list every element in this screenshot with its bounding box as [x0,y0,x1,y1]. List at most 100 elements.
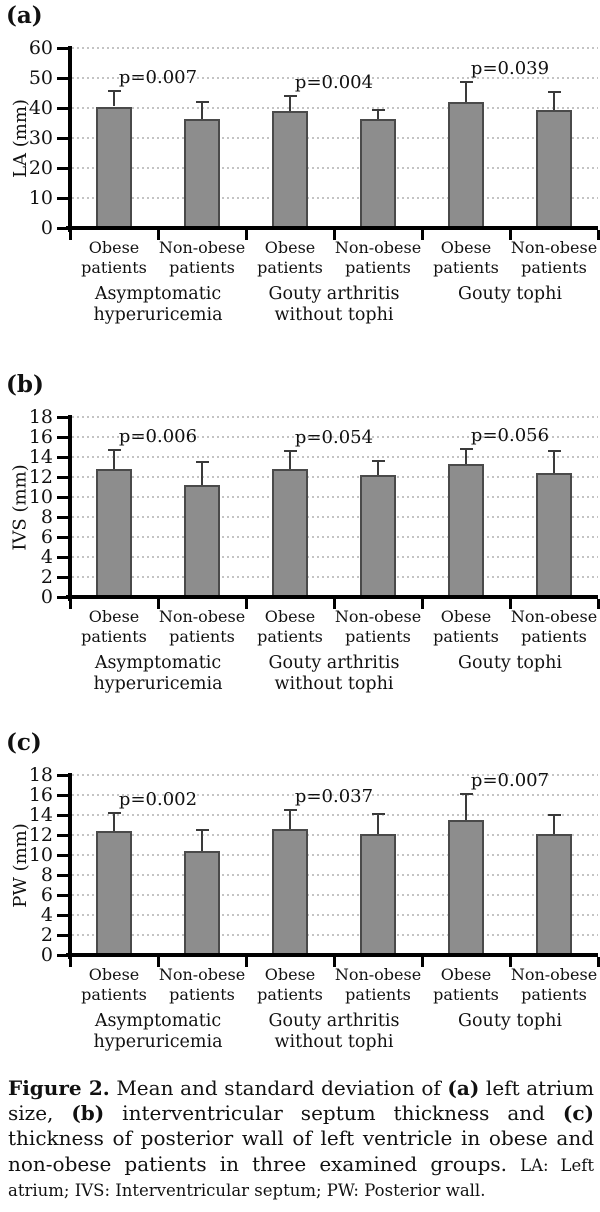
y-tick-label: 16 [28,426,53,448]
bar-category-label: Non-obese patients [510,965,598,1004]
bar [184,119,220,228]
error-bar-cap [107,449,121,451]
error-bar [289,810,291,829]
gridline [72,794,598,796]
gridline [72,536,598,538]
error-bar [553,92,555,111]
caption-segment: thickness of posterior wall of left vent… [8,1126,594,1176]
y-tick [57,226,69,230]
bar [448,464,484,597]
y-tick [57,933,69,937]
y-tick [57,196,69,200]
y-tick [57,773,69,777]
y-tick [57,893,69,897]
bar [536,110,572,228]
error-bar [377,814,379,834]
y-tick-label: 40 [28,97,53,119]
caption-segment: left atrium size, [8,1076,594,1126]
bar [448,102,484,228]
y-tick-label: 10 [28,187,53,209]
group-label: Asymptomatic hyperuricemia [93,1011,223,1052]
y-tick-label: 0 [40,586,53,608]
group-label: Gouty arthritis without tophi [268,1011,400,1052]
x-tick [596,230,600,240]
x-tick [68,957,72,967]
error-bar-cap [547,814,561,816]
y-tick-label: 8 [40,506,53,528]
error-bar [289,451,291,469]
p-value-label: p=0.006 [118,426,198,447]
x-tick [508,599,512,609]
x-tick [156,599,160,609]
p-value-label: p=0.007 [470,770,550,791]
bar-category-label: Non-obese patients [334,965,422,1004]
figure-caption: Figure 2. Mean and standard deviation of… [8,1076,594,1202]
bar [272,829,308,955]
bar [536,834,572,955]
bar-category-label: Non-obese patients [334,238,422,277]
y-tick [57,595,69,599]
y-tick-label: 50 [28,67,53,89]
error-bar [465,449,467,464]
gridline [72,934,598,936]
bar-category-label: Obese patients [257,607,323,646]
error-bar-cap [283,450,297,452]
bar [272,111,308,228]
p-value-label: p=0.002 [118,789,198,810]
gridline [72,854,598,856]
error-bar [201,462,203,485]
y-tick-label: 0 [40,217,53,239]
bar [536,473,572,597]
error-bar [113,813,115,831]
y-axis [68,773,72,959]
gridline [72,774,598,776]
x-tick [244,230,248,240]
x-tick [420,599,424,609]
gridline [72,47,598,49]
gridline [72,197,598,199]
group-label: Gouty tophi [458,284,562,304]
y-tick-label: 18 [28,406,53,428]
y-tick [57,46,69,50]
gridline [72,814,598,816]
bar-category-label: Non-obese patients [158,607,246,646]
bar-category-label: Obese patients [257,238,323,277]
bar-category-label: Obese patients [81,607,147,646]
x-tick [156,957,160,967]
bar-category-label: Non-obese patients [158,965,246,1004]
bar [272,469,308,597]
error-bar-cap [195,461,209,463]
group-label: Gouty tophi [458,1011,562,1031]
y-tick [57,435,69,439]
p-value-label: p=0.056 [470,425,550,446]
gridline [72,874,598,876]
caption-segment: Figure 2. [8,1076,110,1100]
y-tick-label: 4 [40,904,53,926]
bar-category-label: Obese patients [81,238,147,277]
bar-category-label: Obese patients [257,965,323,1004]
y-tick [57,76,69,80]
bar-category-label: Non-obese patients [510,607,598,646]
x-tick [508,957,512,967]
p-value-label: p=0.039 [470,58,550,80]
caption-segment: (c) [562,1101,594,1126]
group-label: Gouty tophi [458,653,562,673]
chart-panel-a: (a) LA (mm) 0 10 20 30 40 50 60 Obese patients N… [0,0,600,340]
y-tick-label: 18 [28,764,53,786]
x-tick [420,230,424,240]
bar-category-label: Obese patients [433,238,499,277]
bar [360,834,396,955]
chart-panel-b: (b) IVS (mm) 0 2 4 6 8 10 12 14 16 18 Obese patien… [0,369,600,709]
bar-category-label: Obese patients [433,965,499,1004]
y-tick-label: 12 [28,466,53,488]
gridline [72,914,598,916]
y-tick [57,166,69,170]
p-value-label: p=0.037 [294,786,374,807]
caption-segment: (a) [447,1076,480,1100]
error-bar-cap [371,813,385,815]
group-label: Gouty arthritis without tophi [268,653,400,694]
panel-letter-c: (c) [6,729,42,756]
x-tick [244,599,248,609]
y-tick-label: 6 [40,526,53,548]
error-bar [553,451,555,473]
